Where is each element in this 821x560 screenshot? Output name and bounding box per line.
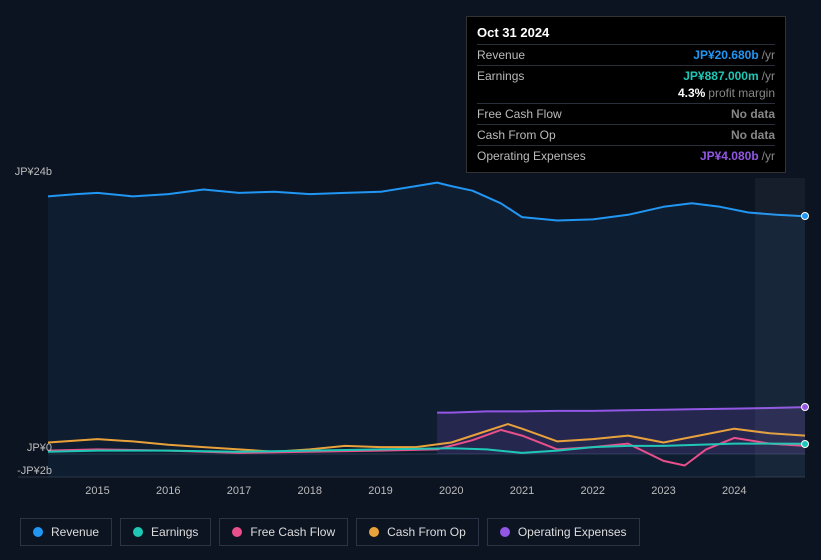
legend-label: Operating Expenses: [518, 525, 627, 539]
tooltip-row: Revenue JP¥20.680b/yr: [477, 44, 775, 65]
x-axis-label: 2020: [439, 485, 463, 497]
legend-label: Revenue: [51, 525, 99, 539]
series-end-marker: [801, 212, 809, 220]
legend-label: Cash From Op: [387, 525, 466, 539]
tooltip-label: Free Cash Flow: [477, 107, 562, 121]
x-axis-label: 2022: [581, 485, 605, 497]
x-axis-label: 2023: [651, 485, 675, 497]
tooltip-value: JP¥20.680b/yr: [693, 48, 775, 62]
legend-label: Earnings: [151, 525, 198, 539]
x-axis-label: 2015: [85, 485, 109, 497]
legend-swatch: [369, 527, 379, 537]
series-end-marker: [801, 440, 809, 448]
legend: Revenue Earnings Free Cash Flow Cash From O…: [20, 518, 640, 546]
tooltip-row: 4.3%profit margin: [477, 86, 775, 103]
legend-swatch: [500, 527, 510, 537]
legend-swatch: [33, 527, 43, 537]
tooltip-value: JP¥887.000m/yr: [683, 69, 775, 83]
legend-swatch: [133, 527, 143, 537]
legend-item[interactable]: Earnings: [120, 518, 211, 546]
tooltip-label: Cash From Op: [477, 128, 556, 142]
tooltip-rows: Revenue JP¥20.680b/yr Earnings JP¥887.000m/…: [477, 44, 775, 166]
y-axis-label: JP¥24b: [2, 166, 52, 178]
legend-item[interactable]: Operating Expenses: [487, 518, 640, 546]
x-axis-label: 2019: [368, 485, 392, 497]
tooltip-label: Revenue: [477, 48, 525, 62]
tooltip-value: No data: [731, 128, 775, 142]
legend-label: Free Cash Flow: [250, 525, 335, 539]
y-axis-label: JP¥0: [2, 442, 52, 454]
tooltip-row: Cash From Op No data: [477, 124, 775, 145]
tooltip-label: Operating Expenses: [477, 149, 586, 163]
future-period-shade: [755, 178, 805, 477]
tooltip-value: 4.3%profit margin: [678, 86, 775, 100]
tooltip-row: Free Cash Flow No data: [477, 103, 775, 124]
tooltip-date: Oct 31 2024: [477, 23, 775, 44]
legend-item[interactable]: Revenue: [20, 518, 112, 546]
legend-swatch: [232, 527, 242, 537]
tooltip-label: Earnings: [477, 69, 524, 83]
x-axis-label: 2021: [510, 485, 534, 497]
chart-container: Oct 31 2024 Revenue JP¥20.680b/yr Earnings…: [0, 0, 821, 560]
tooltip-row: Operating Expenses JP¥4.080b/yr: [477, 145, 775, 166]
x-axis-label: 2017: [227, 485, 251, 497]
tooltip-row: Earnings JP¥887.000m/yr: [477, 65, 775, 86]
y-axis-label: -JP¥2b: [2, 465, 52, 477]
x-axis-label: 2018: [298, 485, 322, 497]
series-end-marker: [801, 403, 809, 411]
x-axis-label: 2024: [722, 485, 746, 497]
legend-item[interactable]: Free Cash Flow: [219, 518, 348, 546]
tooltip-value: No data: [731, 107, 775, 121]
tooltip-value: JP¥4.080b/yr: [700, 149, 775, 163]
x-axis-label: 2016: [156, 485, 180, 497]
data-tooltip: Oct 31 2024 Revenue JP¥20.680b/yr Earnings…: [466, 16, 786, 173]
legend-item[interactable]: Cash From Op: [356, 518, 479, 546]
